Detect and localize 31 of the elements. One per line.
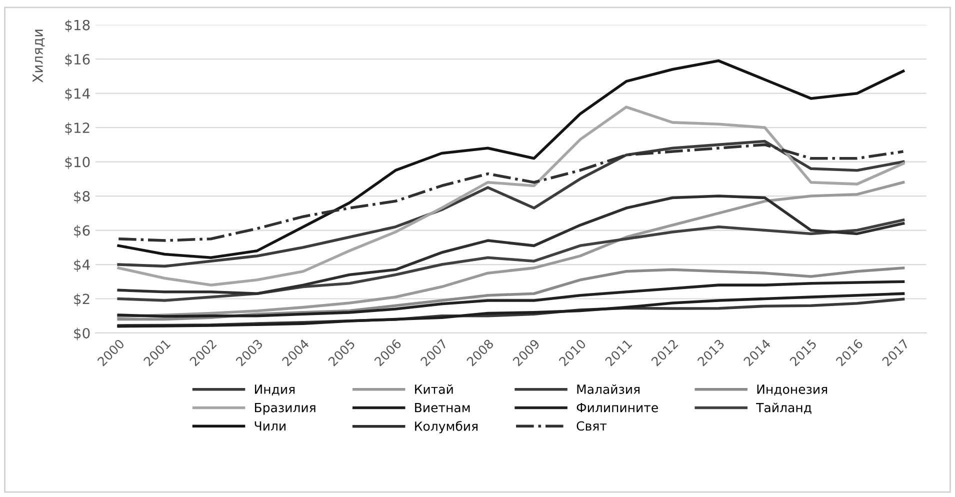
legend-label: Малайзия bbox=[577, 384, 640, 394]
y-tick-label: $8 bbox=[74, 190, 90, 204]
y-tick-label: $0 bbox=[74, 328, 90, 340]
y-tick-label: $16 bbox=[65, 54, 90, 66]
line-series bbox=[117, 194, 905, 296]
y-tick-label: $18 bbox=[65, 20, 90, 32]
legend-label: Чили bbox=[254, 421, 286, 430]
legend-label: Индонезия bbox=[757, 384, 828, 396]
legend-label: Виетнам bbox=[415, 403, 470, 412]
legend-label: Бразилия bbox=[255, 403, 316, 415]
legend-label: Свят bbox=[576, 421, 607, 431]
line-series bbox=[117, 292, 905, 328]
line-series bbox=[117, 280, 905, 318]
legend-label: Индия bbox=[255, 384, 295, 396]
line-series bbox=[117, 140, 905, 268]
legend-label: Филипините bbox=[576, 403, 658, 412]
legend-label: Колумбия bbox=[415, 420, 478, 434]
line-series bbox=[117, 266, 905, 321]
y-tick-label: $12 bbox=[65, 122, 90, 135]
y-tick-label: $4 bbox=[74, 259, 90, 272]
line-series bbox=[117, 59, 905, 260]
y-tick-label: $2 bbox=[74, 293, 90, 306]
y-tick-label: $10 bbox=[65, 156, 90, 170]
y-tick-label: $14 bbox=[65, 88, 90, 101]
line-series bbox=[117, 180, 905, 318]
y-tick-label: $6 bbox=[74, 225, 90, 238]
legend-label: Китай bbox=[415, 384, 453, 394]
line-series bbox=[117, 218, 905, 302]
legend-label: Тайланд bbox=[756, 402, 812, 414]
line-series bbox=[117, 106, 905, 286]
y-axis-title: Хиляди bbox=[32, 30, 45, 82]
